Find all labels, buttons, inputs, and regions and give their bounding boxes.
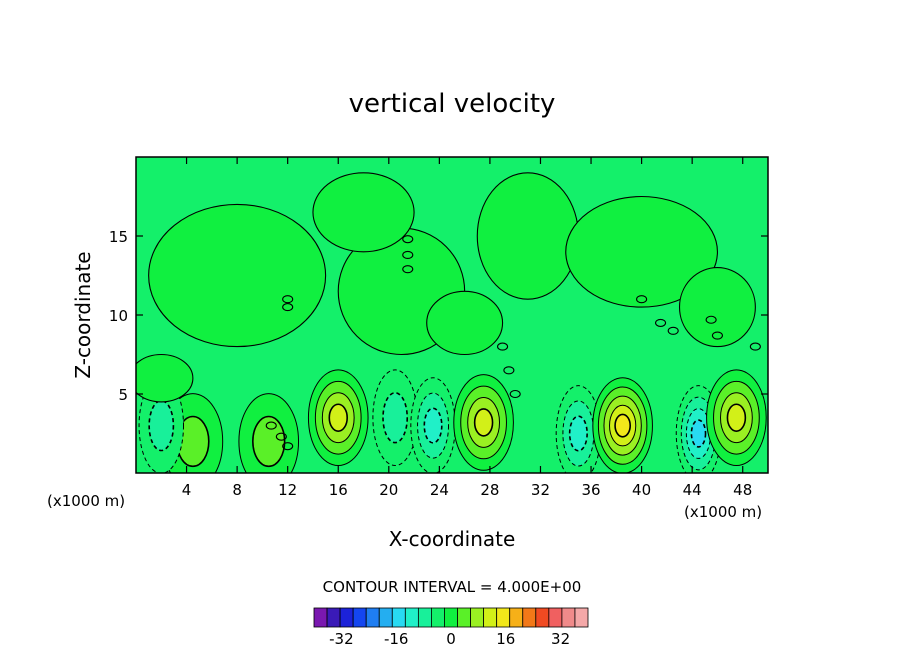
downdraft-cell: [423, 407, 443, 444]
contour-band: [136, 353, 194, 403]
contour-loop: [402, 235, 414, 244]
upper-contour-lines: [136, 172, 761, 451]
colorbar-tick-label: 16: [496, 630, 515, 648]
x-tick-label: 12: [278, 481, 297, 499]
colorbar-tick-labels: -32 -16 0 16 32: [329, 630, 570, 648]
contour-band: [476, 172, 579, 300]
chart-title: vertical velocity: [349, 89, 556, 119]
contour-band: [678, 267, 756, 348]
colorbar-swatch: [378, 607, 393, 628]
x-tick-label: 16: [329, 481, 348, 499]
colorbar-swatch: [352, 607, 367, 628]
colorbar-swatch: [391, 607, 406, 628]
x-tick-label: 48: [733, 481, 752, 499]
y-tick-label: 15: [109, 228, 128, 246]
contour-band: [426, 290, 504, 356]
x-tick-label: 32: [531, 481, 550, 499]
colorbar-swatch: [444, 607, 458, 628]
contour-loop: [655, 318, 667, 327]
colorbar-swatch: [496, 607, 511, 628]
x-tick-label: 24: [430, 481, 449, 499]
x-axis-label: X-coordinate: [389, 527, 516, 551]
x-tick-label: 40: [632, 481, 651, 499]
colorbar-swatch: [417, 607, 432, 628]
updraft-cell: [614, 413, 632, 438]
colorbar-swatch: [404, 607, 419, 628]
colorbar-swatch: [548, 607, 563, 628]
colorbar-swatch: [457, 607, 471, 628]
contour-loop: [509, 389, 521, 399]
contour-band: [312, 172, 415, 253]
colorbar-tick-label: -16: [384, 630, 409, 648]
contour-loop: [667, 326, 679, 335]
contour-loop: [503, 366, 515, 375]
contour-loop: [705, 315, 717, 324]
downdraft-cell: [148, 399, 175, 452]
colorbar-tick-label: 0: [446, 630, 456, 648]
y-axis-label: Z-coordinate: [71, 251, 95, 378]
y-tick-label: 5: [118, 386, 128, 404]
contour-loop: [636, 295, 648, 304]
x-unit-right: (x1000 m): [684, 503, 762, 521]
contour-field: [138, 369, 767, 473]
contour-loop: [282, 442, 294, 451]
x-tick-label: 20: [379, 481, 398, 499]
contour-loop: [275, 432, 287, 441]
updraft-cell: [473, 408, 494, 437]
x-tick-label: 28: [480, 481, 499, 499]
contour-loop: [749, 342, 761, 351]
contour-loop: [282, 303, 294, 312]
updraft-cell: [252, 415, 286, 468]
contour-loop: [402, 250, 414, 260]
updraft-cell: [726, 403, 747, 432]
y-tick-label: 10: [109, 307, 128, 325]
x-tick-label: 36: [581, 481, 600, 499]
colorbar-swatch: [313, 607, 328, 628]
x-tick-label: 8: [232, 481, 242, 499]
colorbar-swatch: [431, 607, 445, 628]
contour-loop: [265, 421, 277, 430]
updraft-cell: [328, 403, 348, 432]
contour-loop: [497, 342, 509, 351]
colorbar-swatch: [535, 607, 550, 628]
contour-band: [565, 195, 718, 308]
y-axis-ticks: 5 10 15: [109, 228, 768, 404]
downdraft-cell: [382, 391, 409, 444]
contour-loop: [711, 331, 723, 340]
colorbar-tick-label: 32: [551, 630, 570, 648]
colorbar-tick-label: -32: [329, 630, 354, 648]
colorbar-swatch: [470, 607, 485, 628]
downdraft-cell: [690, 419, 707, 448]
colorbar-swatch: [561, 607, 576, 628]
colorbar-swatch: [509, 607, 524, 628]
colorbar-swatch: [339, 607, 354, 628]
contour-band: [148, 203, 327, 348]
colorbar-swatch: [574, 607, 589, 628]
x-unit-left: (x1000 m): [47, 492, 125, 510]
x-axis-ticks: 4 8 12 16 20 24 28 32 36 40 44 48: [182, 157, 752, 499]
colorbar-swatch: [365, 607, 380, 628]
contour-interval-text: CONTOUR INTERVAL = 4.000E+00: [323, 578, 582, 596]
x-tick-label: 4: [182, 481, 192, 499]
contour-loop: [402, 265, 414, 274]
colorbar-swatch: [483, 607, 498, 628]
colorbar-swatch: [326, 607, 341, 628]
contour-loop: [282, 295, 294, 304]
downdraft-cell: [568, 415, 588, 452]
colorbar: [313, 607, 589, 628]
x-tick-label: 44: [683, 481, 702, 499]
colorbar-swatch: [522, 607, 537, 628]
